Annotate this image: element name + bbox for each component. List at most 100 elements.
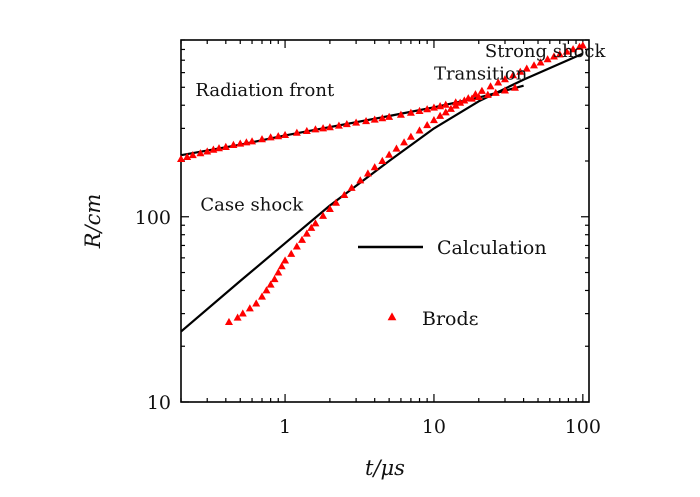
brode-point xyxy=(441,108,450,116)
legend-brode-label: Brodε xyxy=(422,308,479,330)
brode-point xyxy=(342,120,351,128)
x-tick-label: 1 xyxy=(279,416,291,438)
x-tick-label: 100 xyxy=(565,416,601,438)
brode-point xyxy=(340,190,349,198)
brode-point xyxy=(274,268,283,276)
brode-point xyxy=(400,138,409,146)
brode-point xyxy=(471,90,480,98)
brode-point xyxy=(510,83,519,91)
brode-point xyxy=(509,71,518,79)
brode-point xyxy=(370,163,379,171)
brode-point xyxy=(378,156,387,164)
brode-point xyxy=(494,78,503,86)
brode-point xyxy=(500,75,509,83)
brode-point xyxy=(406,132,415,140)
chart-annotation: Strong shock xyxy=(485,41,607,62)
brode-point xyxy=(569,45,578,53)
brode-point xyxy=(258,292,266,300)
brode-point xyxy=(392,144,401,152)
brode-point xyxy=(423,121,432,129)
brode-point xyxy=(287,249,296,257)
y-axis-title: R/cm xyxy=(81,194,105,250)
brode-point xyxy=(456,98,465,106)
brode-point xyxy=(215,144,223,152)
brode-point xyxy=(319,211,328,219)
axes-layer xyxy=(180,39,590,403)
brode-point xyxy=(460,96,469,104)
brode-point xyxy=(562,47,571,55)
brode-point xyxy=(483,90,492,98)
brode-point xyxy=(436,111,445,119)
brode-point xyxy=(196,149,205,157)
brode-point xyxy=(370,115,379,123)
brode-point xyxy=(555,50,564,58)
brode-point xyxy=(177,154,185,162)
brode-point xyxy=(441,100,450,108)
legend: Calculation Brodε xyxy=(358,237,547,330)
brode-point xyxy=(281,130,290,139)
brode-point xyxy=(352,118,361,126)
brode-point xyxy=(423,105,432,113)
brode-point xyxy=(302,126,311,135)
legend-brode-swatch xyxy=(387,312,397,321)
brode-point xyxy=(242,138,251,146)
brode-point xyxy=(281,256,290,264)
y-tick-label: 10 xyxy=(147,392,171,414)
brode-point xyxy=(332,198,341,206)
plot-frame xyxy=(180,39,590,403)
brode-point xyxy=(325,123,334,131)
brode-point xyxy=(415,106,424,115)
brode-point xyxy=(429,116,438,124)
brode-point xyxy=(188,150,197,159)
brode-point xyxy=(311,219,320,227)
brode-point xyxy=(543,55,552,63)
brode-point xyxy=(406,108,415,116)
brode-point xyxy=(451,101,460,109)
brode-point xyxy=(277,262,286,270)
brode-point xyxy=(356,176,365,184)
brode-point xyxy=(266,133,275,141)
brode-point xyxy=(292,242,301,250)
brode-point xyxy=(319,124,328,132)
calculation-line xyxy=(180,52,584,333)
brode-point xyxy=(385,150,394,158)
brode-point xyxy=(238,309,247,317)
brode-point xyxy=(292,128,301,136)
brode-point xyxy=(347,183,356,191)
chart-annotation: Transition xyxy=(434,64,528,85)
brode-point xyxy=(248,137,257,145)
brode-point xyxy=(549,52,558,60)
brode-point xyxy=(307,223,316,231)
brode-point xyxy=(298,235,307,243)
data-layer xyxy=(177,41,587,333)
brode-point xyxy=(334,121,343,129)
legend-calculation-label: Calculation xyxy=(437,237,547,259)
brode-series xyxy=(177,41,587,326)
chart-annotation: Radiation front xyxy=(195,80,335,101)
brode-point xyxy=(446,104,455,112)
brode-point xyxy=(221,142,230,150)
brode-point xyxy=(302,229,311,237)
brode-point xyxy=(530,61,539,69)
brode-point xyxy=(486,82,495,90)
brode-point xyxy=(415,126,424,134)
brode-point xyxy=(311,125,320,133)
brode-point xyxy=(252,299,261,307)
x-tick-label: 10 xyxy=(422,416,446,438)
brode-point xyxy=(236,139,245,147)
brode-point xyxy=(578,41,587,49)
brode-point xyxy=(325,204,334,213)
text-layer: 1 10 100 10 100 t/μs R/cm Strong shockTransitio… xyxy=(81,41,607,480)
brode-point xyxy=(229,140,238,148)
brode-point xyxy=(245,304,254,312)
brode-point xyxy=(429,103,438,111)
brode-point xyxy=(224,317,233,326)
brode-point xyxy=(363,169,372,177)
brode-point xyxy=(464,94,473,102)
brode-point xyxy=(258,135,266,143)
brode-point xyxy=(500,86,509,94)
brode-point xyxy=(522,64,531,72)
brode-point xyxy=(262,286,271,294)
